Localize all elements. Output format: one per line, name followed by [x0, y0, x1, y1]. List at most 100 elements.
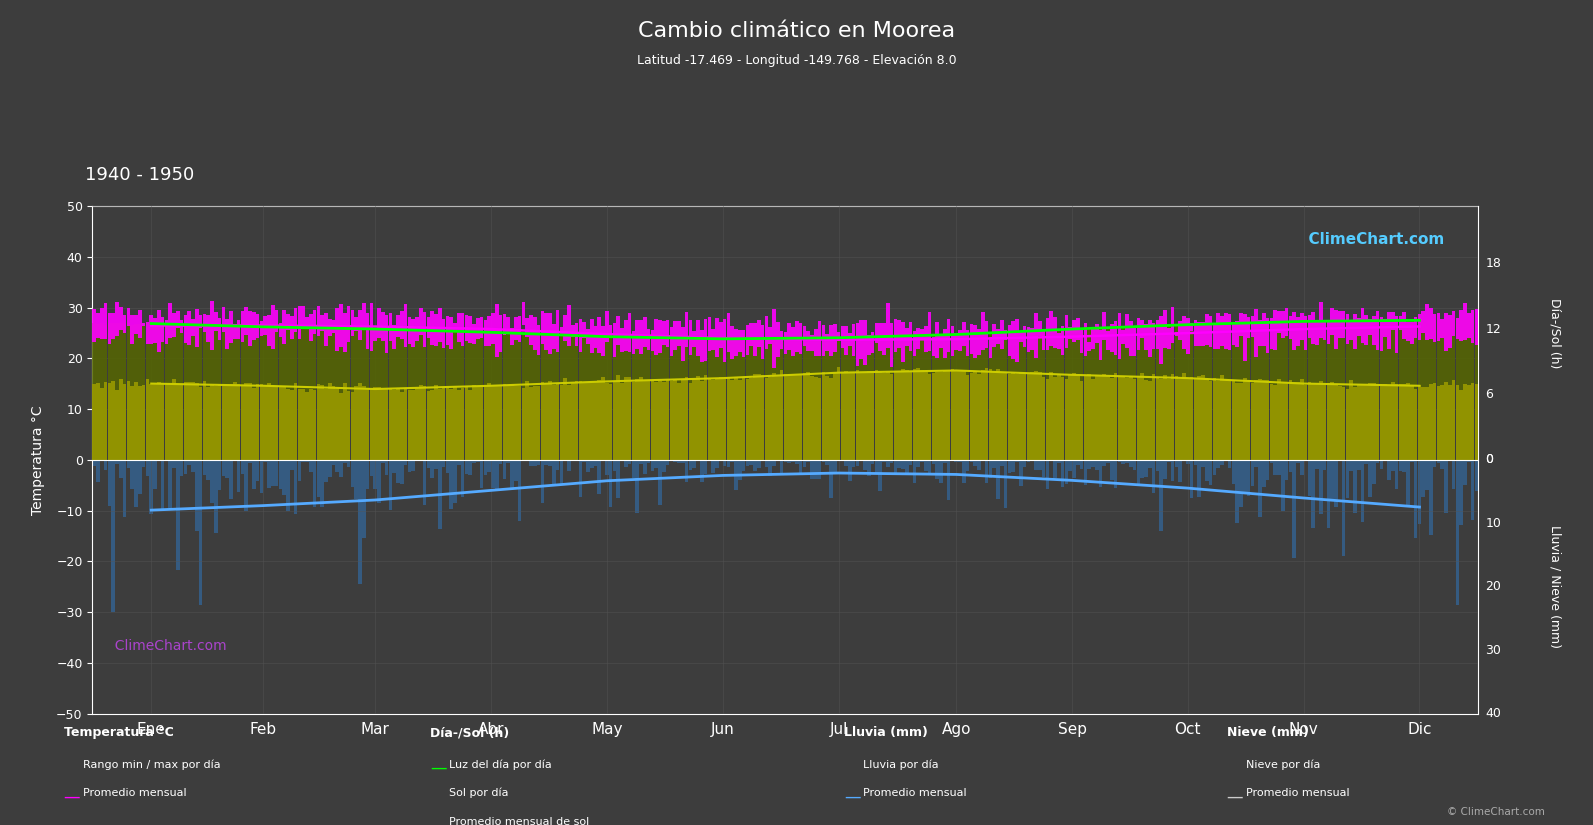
Bar — [1459, 309, 1462, 342]
Bar — [795, 375, 798, 460]
Bar — [397, 330, 400, 460]
Bar — [1467, 460, 1470, 462]
Bar — [358, 328, 362, 460]
Bar — [1311, 321, 1314, 460]
Bar — [293, 384, 298, 460]
Bar — [210, 384, 213, 460]
Bar — [894, 336, 897, 460]
Bar — [373, 328, 378, 341]
Bar — [1088, 460, 1091, 469]
Bar — [616, 460, 620, 498]
Bar — [855, 460, 859, 466]
Bar — [452, 323, 457, 330]
Bar — [370, 460, 373, 475]
Bar — [765, 379, 768, 460]
Bar — [1204, 323, 1209, 460]
Bar — [1004, 460, 1007, 508]
Bar — [115, 323, 119, 460]
Bar — [172, 325, 175, 460]
Bar — [199, 326, 202, 460]
Bar — [487, 383, 491, 460]
Bar — [970, 460, 973, 462]
Bar — [940, 334, 943, 460]
Bar — [1421, 387, 1426, 460]
Text: Latitud -17.469 - Longitud -149.768 - Elevación 8.0: Latitud -17.469 - Longitud -149.768 - El… — [637, 54, 956, 67]
Bar — [890, 337, 894, 460]
Bar — [131, 324, 134, 460]
Bar — [1426, 387, 1429, 460]
Bar — [677, 460, 680, 463]
Bar — [1110, 460, 1114, 480]
Bar — [1243, 314, 1247, 361]
Bar — [1475, 460, 1478, 491]
Bar — [104, 460, 107, 470]
Bar — [1125, 327, 1129, 460]
Text: Día-/Sol (h): Día-/Sol (h) — [430, 726, 510, 739]
Bar — [1217, 313, 1220, 349]
Bar — [806, 331, 809, 351]
Bar — [1333, 320, 1338, 460]
Bar — [932, 373, 935, 460]
Bar — [158, 310, 161, 352]
Bar — [551, 323, 556, 350]
Bar — [169, 325, 172, 460]
Bar — [935, 336, 938, 460]
Bar — [465, 386, 468, 460]
Bar — [1106, 460, 1110, 463]
Bar — [460, 314, 465, 346]
Bar — [792, 460, 795, 462]
Bar — [567, 460, 570, 471]
Bar — [92, 309, 96, 342]
Bar — [271, 305, 274, 349]
Bar — [852, 324, 855, 356]
Bar — [491, 460, 495, 488]
Bar — [175, 384, 180, 460]
Bar — [894, 460, 897, 474]
Bar — [249, 327, 252, 460]
Bar — [389, 329, 392, 460]
Bar — [559, 334, 564, 460]
Bar — [1368, 319, 1372, 335]
Bar — [1201, 323, 1204, 346]
Bar — [1300, 314, 1303, 340]
Bar — [1099, 328, 1102, 460]
Bar — [229, 326, 233, 460]
Bar — [1319, 302, 1322, 338]
Bar — [452, 331, 457, 460]
Bar — [1091, 379, 1094, 460]
Bar — [1039, 460, 1042, 469]
Bar — [663, 383, 666, 460]
Bar — [1395, 460, 1399, 489]
Bar — [677, 321, 680, 346]
Bar — [161, 383, 164, 460]
Bar — [1217, 460, 1220, 468]
Bar — [1330, 382, 1333, 460]
Bar — [1012, 332, 1015, 460]
Bar — [715, 338, 718, 460]
Bar — [586, 329, 589, 344]
Bar — [1262, 460, 1265, 487]
Bar — [389, 460, 392, 511]
Bar — [350, 310, 354, 336]
Bar — [479, 318, 483, 338]
Bar — [1118, 376, 1121, 460]
Bar — [1251, 384, 1254, 460]
Bar — [317, 329, 320, 460]
Bar — [784, 460, 787, 462]
Bar — [1426, 304, 1429, 340]
Bar — [1220, 316, 1223, 346]
Bar — [977, 460, 981, 470]
Bar — [575, 335, 578, 460]
Bar — [1281, 322, 1284, 460]
Bar — [112, 381, 115, 460]
Bar — [946, 334, 951, 460]
Bar — [320, 315, 323, 332]
Bar — [548, 381, 551, 460]
Bar — [115, 302, 119, 336]
Bar — [355, 317, 358, 331]
Bar — [1050, 331, 1053, 460]
Bar — [677, 337, 680, 460]
Bar — [981, 333, 984, 460]
Bar — [1034, 371, 1037, 460]
Bar — [742, 330, 746, 357]
